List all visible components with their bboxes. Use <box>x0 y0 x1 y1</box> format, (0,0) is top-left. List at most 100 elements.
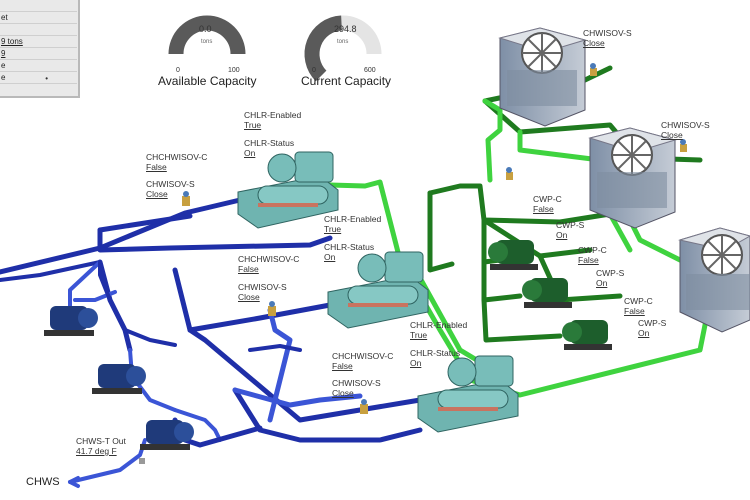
cwp-c-label: CWP-C <box>533 194 562 204</box>
cooling-tower[interactable] <box>678 227 750 333</box>
chilled-water-pump[interactable] <box>140 420 194 450</box>
chilled-water-pipe <box>123 328 177 347</box>
side-panel-row[interactable] <box>0 0 77 12</box>
cooling-tower[interactable] <box>588 127 677 229</box>
current-capacity-gauge <box>304 15 382 82</box>
valve-icon[interactable] <box>590 63 597 76</box>
tower-chwisov-label: CHWISOV-S <box>583 28 632 38</box>
chiller-status-label: CHLR-Status <box>410 348 461 358</box>
chiller-enabled-value[interactable]: True <box>410 330 428 340</box>
marker-icon: • <box>45 74 48 83</box>
condenser-pipe <box>427 183 613 225</box>
condenser-pump[interactable] <box>562 320 612 350</box>
condenser-pump[interactable] <box>488 240 538 270</box>
chws-temp-value[interactable]: 41.7 deg F <box>76 446 117 456</box>
side-panel-row[interactable]: 9 <box>0 48 77 60</box>
chiller[interactable] <box>327 251 429 329</box>
side-panel-row[interactable]: 9 tons <box>0 36 77 48</box>
chchwisov-value[interactable]: False <box>146 162 167 172</box>
cwp-c-value[interactable]: False <box>624 306 645 316</box>
condenser-pipe <box>482 98 503 183</box>
current-capacity-unit: tons <box>337 39 349 45</box>
chilled-water-pipe <box>232 387 363 408</box>
available-capacity-gauge <box>168 15 246 55</box>
condenser-pipe <box>607 211 633 253</box>
chwisov-value[interactable]: Close <box>238 292 260 302</box>
available-capacity-value: 0.0 <box>199 24 212 34</box>
cooling-tower[interactable] <box>498 27 587 127</box>
chilled-water-pipe <box>0 197 243 275</box>
chilled-water-pump[interactable] <box>92 364 146 394</box>
chchwisov-label: CHCHWISOV-C <box>332 351 394 361</box>
chilled-water-pipe <box>98 260 112 302</box>
chwisov-value[interactable]: Close <box>146 189 168 199</box>
condenser-pump[interactable] <box>522 278 572 308</box>
side-panel-row[interactable] <box>0 24 77 36</box>
chwisov-label: CHWISOV-S <box>238 282 287 292</box>
chiller-enabled-label: CHLR-Enabled <box>324 214 382 224</box>
chilled-water-pipe <box>172 267 333 333</box>
chilled-water-pump[interactable] <box>44 306 98 336</box>
available-capacity-min: 0 <box>176 67 180 74</box>
tower-chwisov-value[interactable]: Close <box>661 130 683 140</box>
chiller[interactable] <box>417 355 519 433</box>
chchwisov-label: CHCHWISOV-C <box>238 254 300 264</box>
chiller-status-value[interactable]: On <box>324 252 336 262</box>
available-capacity-unit: tons <box>201 39 213 45</box>
chilled-water-pipe <box>97 213 193 233</box>
chchwisov-value[interactable]: False <box>238 264 259 274</box>
cwp-s-value[interactable]: On <box>556 230 568 240</box>
valve-icon[interactable] <box>506 167 513 180</box>
sensor-icon <box>139 458 145 464</box>
chwisov-label: CHWISOV-S <box>332 378 381 388</box>
tower-chwisov-value[interactable]: Close <box>583 38 605 48</box>
condenser-pipe <box>417 275 483 365</box>
cwp-c-value[interactable]: False <box>533 204 554 214</box>
chilled-water-pipe <box>187 327 423 423</box>
chchwisov-value[interactable]: False <box>332 361 353 371</box>
current-capacity-gauge-fill <box>304 15 343 82</box>
valve-icon[interactable] <box>360 399 368 414</box>
valve-icon[interactable] <box>182 191 190 206</box>
cwp-c-value[interactable]: False <box>578 255 599 265</box>
chwisov-label: CHWISOV-S <box>146 179 195 189</box>
chilled-water-pipe <box>68 476 80 488</box>
chiller[interactable] <box>237 151 339 229</box>
side-panel: et 9 tons 9 e e • <box>0 0 80 98</box>
available-capacity-title: Available Capacity <box>158 74 257 88</box>
cwp-s-label: CWP-S <box>556 220 585 230</box>
chiller-status-value[interactable]: On <box>410 358 422 368</box>
chiller-enabled-label: CHLR-Enabled <box>244 110 302 120</box>
chilled-water-pipe <box>173 408 222 442</box>
cwp-c-label: CWP-C <box>624 296 653 306</box>
chchwisov-label: CHCHWISOV-C <box>146 152 208 162</box>
condenser-pipe <box>427 190 455 273</box>
side-panel-row[interactable]: et <box>0 12 77 24</box>
current-capacity-value: 294.8 <box>334 24 357 34</box>
chiller-status-value[interactable]: On <box>244 148 256 158</box>
cwp-s-value[interactable]: On <box>638 328 650 338</box>
available-capacity-max: 100 <box>228 67 240 74</box>
side-panel-row[interactable]: e <box>0 60 77 72</box>
chilled-water-pipe <box>267 307 293 423</box>
valve-icon[interactable] <box>268 301 276 316</box>
cwp-s-value[interactable]: On <box>596 278 608 288</box>
chilled-water-pipe <box>0 260 102 282</box>
chiller-status-label: CHLR-Status <box>324 242 375 252</box>
condenser-pipe <box>481 297 563 343</box>
chilled-water-pipe <box>248 344 302 352</box>
chiller-enabled-value[interactable]: True <box>244 120 262 130</box>
current-capacity-min: 0 <box>312 67 316 74</box>
chilled-water-pipe <box>97 227 333 253</box>
chwisov-value[interactable]: Close <box>332 388 354 398</box>
side-panel-row[interactable]: e <box>0 72 77 84</box>
chiller-enabled-label: CHLR-Enabled <box>410 320 468 330</box>
condenser-pipe <box>327 179 715 398</box>
chiller-status-label: CHLR-Status <box>244 138 295 148</box>
valve-icon[interactable] <box>680 139 687 152</box>
chiller-enabled-value[interactable]: True <box>324 224 342 234</box>
chws-temp-label: CHWS-T Out <box>76 436 126 446</box>
chilled-water-pipe <box>68 260 102 312</box>
